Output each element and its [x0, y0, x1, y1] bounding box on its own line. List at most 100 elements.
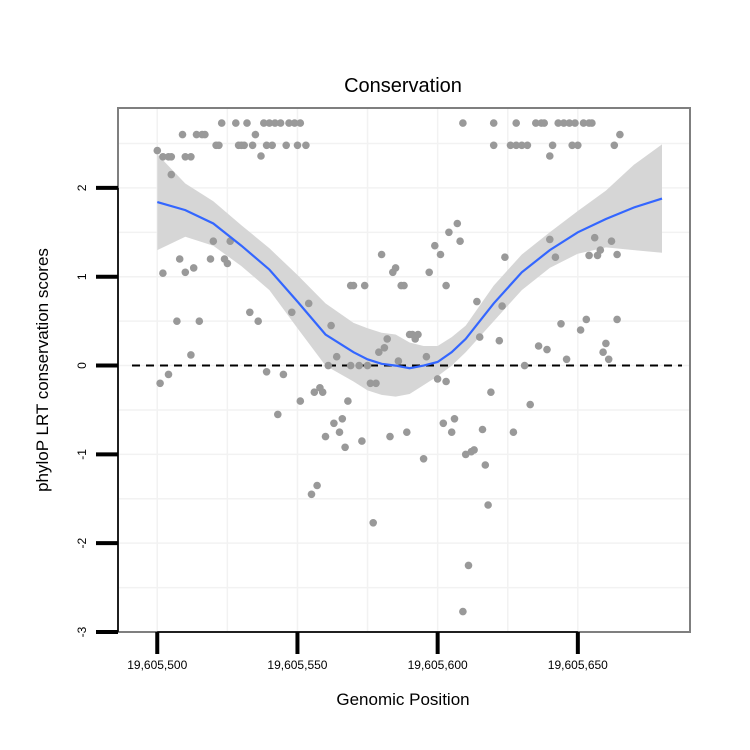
data-point [257, 152, 265, 160]
data-point [355, 361, 363, 370]
data-point [579, 119, 588, 127]
data-point [459, 607, 467, 616]
data-point [178, 130, 187, 139]
data-point [487, 388, 495, 397]
data-point [276, 119, 285, 127]
data-point [187, 351, 195, 359]
data-point [447, 428, 456, 437]
data-point [607, 237, 616, 245]
y-tick-label: 0 [75, 362, 89, 369]
data-point [304, 299, 313, 308]
data-point [318, 388, 327, 397]
y-tick-label: 1 [75, 273, 89, 280]
data-point [192, 130, 201, 139]
data-point [167, 170, 176, 179]
data-point [243, 119, 251, 127]
data-point [506, 141, 515, 150]
data-point [498, 302, 506, 310]
data-point [217, 119, 226, 127]
data-point [173, 317, 181, 326]
data-point [557, 320, 565, 328]
x-tick-label: 19,605,650 [548, 658, 608, 672]
data-point [159, 269, 167, 278]
data-point [613, 315, 621, 324]
data-point [296, 397, 305, 405]
data-point [403, 428, 411, 437]
data-point [285, 119, 293, 127]
data-point [481, 461, 490, 469]
x-tick-label: 19,605,550 [267, 658, 327, 672]
data-point [223, 259, 232, 268]
data-point [332, 352, 341, 361]
data-point [181, 268, 190, 277]
data-point [358, 437, 366, 445]
data-point [419, 455, 428, 463]
data-point [436, 250, 445, 259]
data-point [167, 153, 176, 161]
data-point [251, 130, 260, 139]
data-point [551, 253, 560, 261]
data-point [470, 446, 478, 454]
y-axis: -3 -2 -1 0 1 2 [75, 184, 119, 637]
data-point [478, 425, 487, 434]
data-point [313, 481, 321, 490]
data-point [400, 281, 408, 290]
data-point [293, 141, 302, 150]
data-point [372, 379, 380, 388]
data-point [464, 561, 473, 570]
data-point [599, 348, 607, 357]
data-point [175, 255, 184, 263]
data-point [335, 428, 344, 437]
data-point [296, 119, 305, 127]
data-point [254, 317, 262, 326]
data-point [562, 355, 571, 364]
data-point [576, 326, 585, 334]
data-point [495, 336, 504, 345]
data-point [153, 146, 162, 155]
smooth-trend-line [156, 197, 663, 370]
data-point [574, 141, 582, 150]
data-point [346, 361, 355, 370]
data-point [425, 268, 434, 277]
data-point [543, 345, 551, 354]
data-point [459, 119, 467, 127]
y-tick-label: -1 [75, 449, 89, 460]
data-point [265, 119, 274, 127]
data-point [526, 400, 534, 409]
data-point [310, 388, 319, 397]
data-point [489, 119, 498, 127]
data-point [431, 241, 439, 250]
data-point [380, 344, 389, 352]
data-point [268, 141, 277, 150]
data-point [548, 141, 557, 150]
data-point [271, 119, 279, 127]
data-point [613, 250, 621, 259]
data-point [195, 317, 204, 326]
data-point [489, 141, 498, 150]
x-axis: 19,605,500 19,605,550 19,605,600 19,605,650 [127, 631, 608, 672]
data-point [375, 348, 383, 357]
data-point [215, 141, 223, 150]
data-point [590, 233, 599, 242]
data-point [596, 246, 605, 254]
data-point [512, 119, 520, 127]
chart-title: Conservation [344, 75, 462, 97]
data-point [604, 355, 613, 364]
data-point [307, 490, 316, 499]
data-point [442, 377, 450, 386]
data-point [262, 368, 271, 376]
data-point [456, 237, 464, 245]
data-point [475, 333, 484, 341]
data-point [585, 251, 593, 260]
data-point [439, 419, 448, 428]
data-point [290, 119, 299, 127]
data-point [164, 370, 173, 379]
data-point [274, 410, 282, 419]
data-point [484, 501, 492, 509]
data-point [523, 141, 532, 150]
data-point [473, 297, 481, 306]
data-point [279, 370, 288, 379]
data-point [282, 141, 291, 150]
data-point [159, 153, 167, 161]
data-point [302, 141, 310, 150]
